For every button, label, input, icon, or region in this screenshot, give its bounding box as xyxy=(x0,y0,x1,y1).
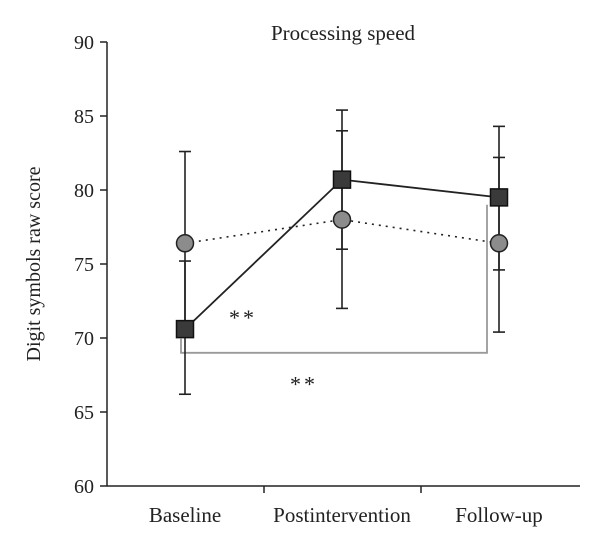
significance-mark: ** xyxy=(290,371,318,396)
circle-point xyxy=(175,234,195,253)
circle-point xyxy=(489,234,509,253)
y-tick-label: 85 xyxy=(74,106,94,128)
chart-title: Processing speed xyxy=(271,21,416,45)
y-tick-label: 60 xyxy=(74,476,94,498)
y-tick-label: 75 xyxy=(74,254,94,276)
square-point xyxy=(332,170,352,189)
x-tick-label: Postintervention xyxy=(273,503,411,527)
significance-mark: ** xyxy=(229,305,257,330)
y-tick-label: 90 xyxy=(74,32,94,54)
y-tick-label: 80 xyxy=(74,180,94,202)
y-tick-label: 70 xyxy=(74,328,94,350)
x-tick-label: Baseline xyxy=(149,503,221,527)
axes: 60 65 70 75 80 85 90 Baseline Postintervention Fo… xyxy=(74,32,580,527)
circle-point xyxy=(332,210,352,229)
y-axis-title: Digit symbols raw score xyxy=(23,166,45,361)
series-group xyxy=(175,109,509,396)
square-point xyxy=(489,188,509,207)
x-tick-label: Follow-up xyxy=(455,503,543,527)
y-tick-label: 65 xyxy=(74,402,94,424)
annotations: ** ** xyxy=(229,305,318,397)
significance-bracket xyxy=(180,204,488,354)
bracket-line xyxy=(180,204,488,354)
square-point xyxy=(175,319,195,339)
